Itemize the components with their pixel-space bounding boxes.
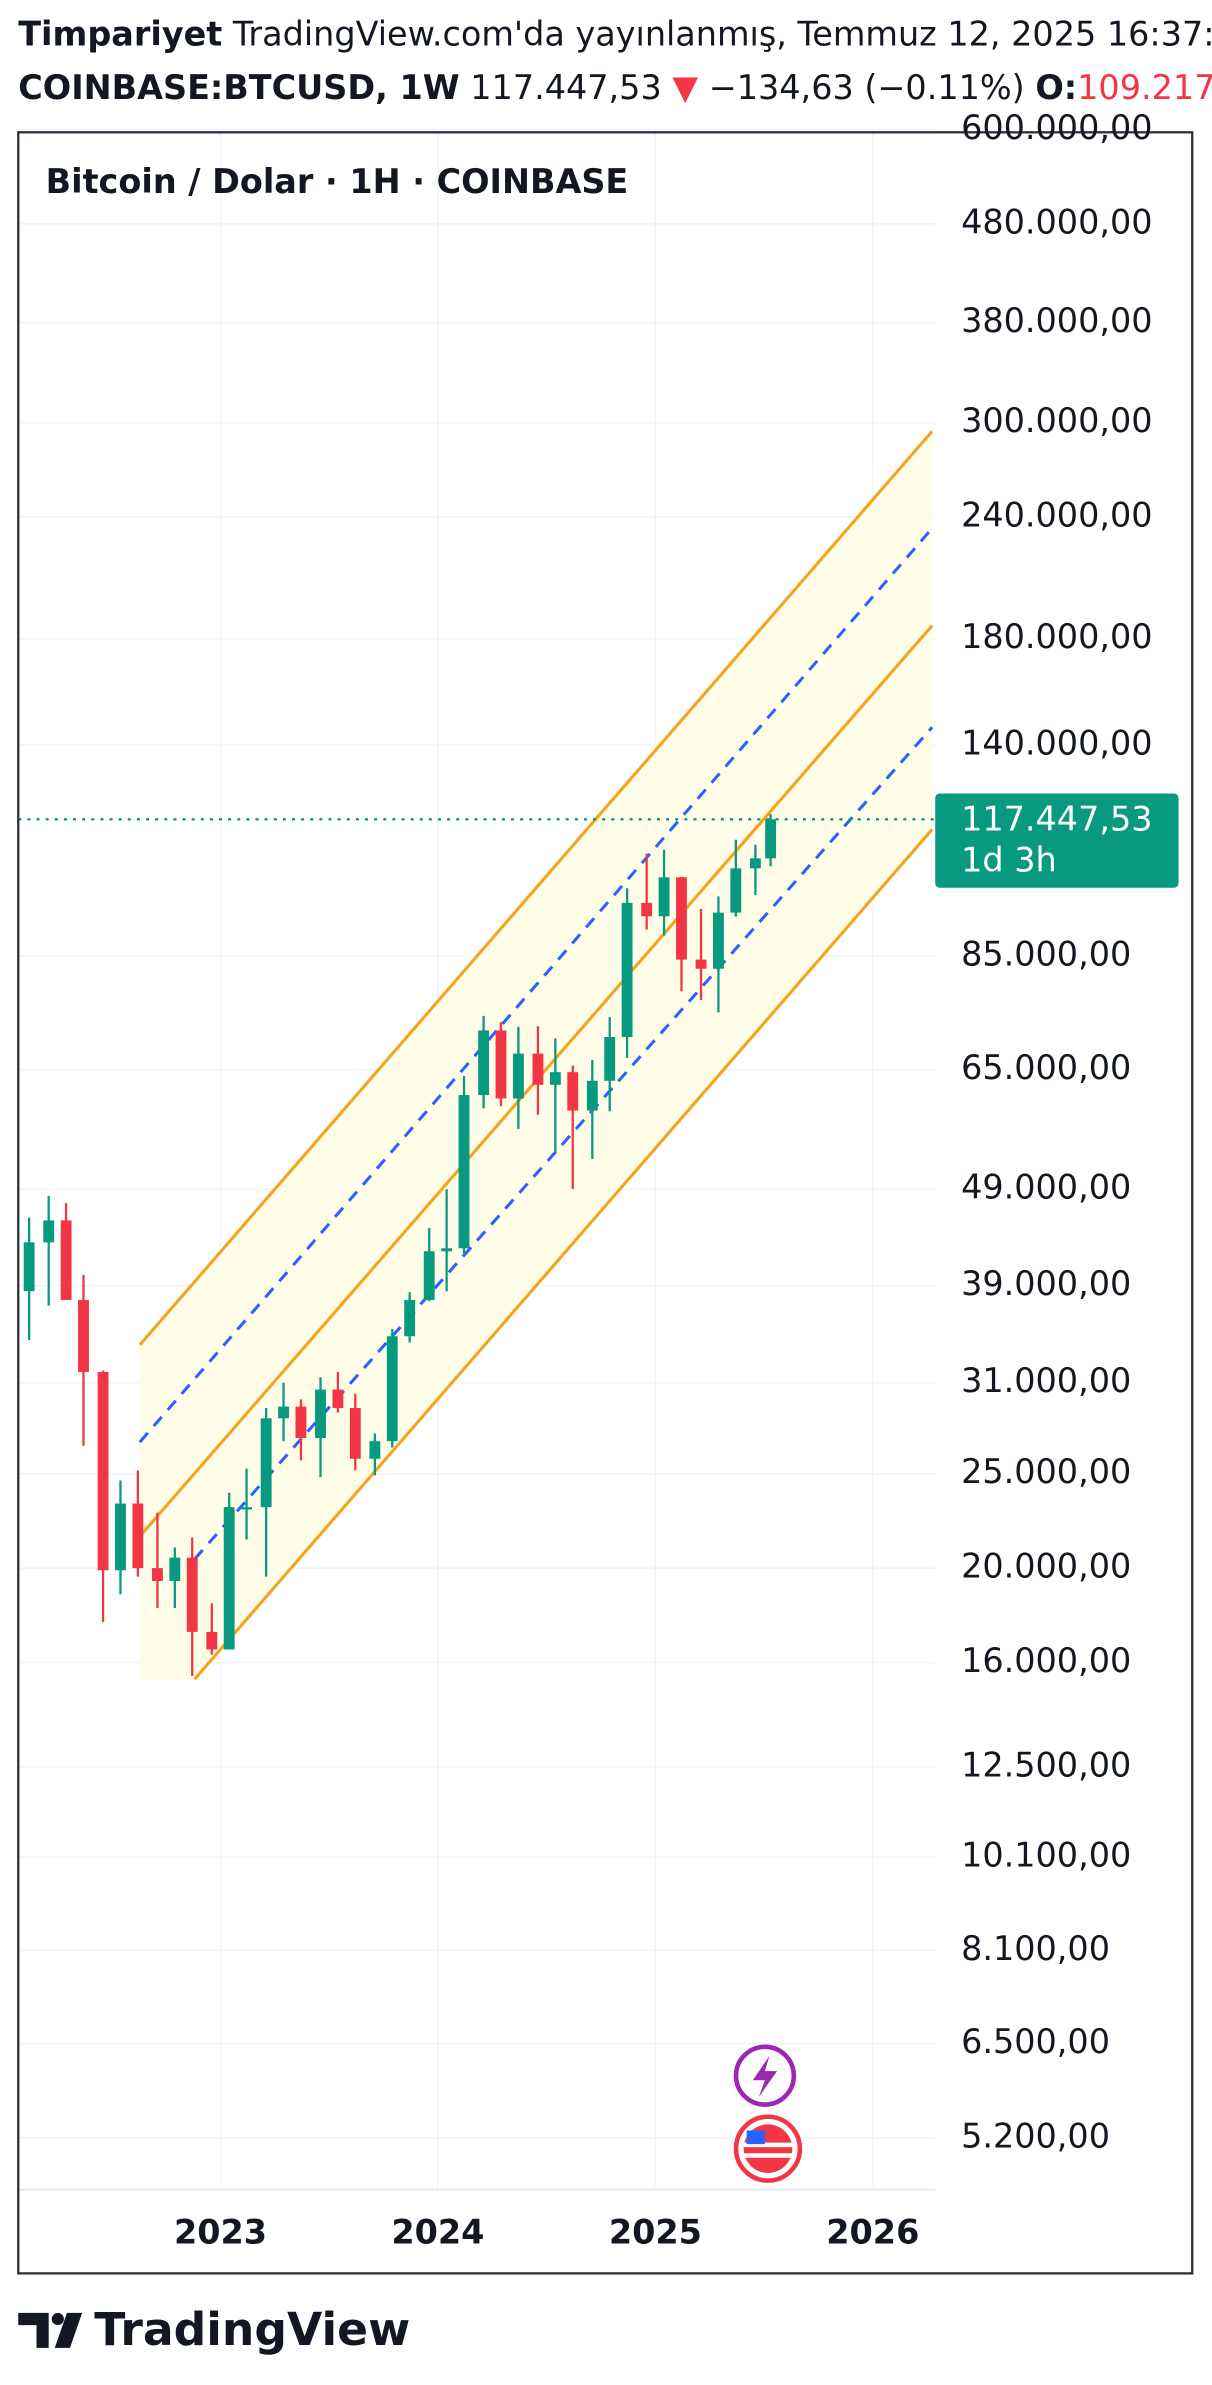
candle-body [423, 1251, 435, 1300]
y-tick-label: 10.100,00 [961, 1836, 1131, 1875]
candle-body [132, 1503, 144, 1569]
candle-body [369, 1441, 381, 1459]
candle-body [278, 1406, 289, 1419]
economic-event-icon[interactable] [733, 2114, 803, 2183]
y-tick-label: 600.000,00 [961, 108, 1152, 147]
candle-body [458, 1095, 470, 1249]
candle-body [658, 877, 670, 917]
candle-body [621, 902, 633, 1038]
author: Timpariyet [18, 15, 222, 54]
brand-logo [18, 2312, 83, 2348]
candle-body [241, 1507, 253, 1510]
candle-body [315, 1389, 326, 1439]
y-tick-label: 240.000,00 [961, 496, 1152, 535]
header-line-1: Timpariyet TradingView.com'da yayınlanmı… [18, 15, 1212, 54]
candle-body [749, 858, 761, 869]
candle-body [532, 1053, 544, 1085]
brand: TradingView [94, 2303, 410, 2356]
candle-body [586, 1080, 598, 1111]
y-tick-label: 25.000,00 [961, 1452, 1131, 1491]
candle-body [386, 1336, 398, 1442]
price-tag-value: 117.447,53 [961, 799, 1152, 838]
candle-body [641, 902, 653, 917]
candle-body [549, 1072, 561, 1085]
candle-body [441, 1248, 453, 1252]
candle-body [260, 1418, 272, 1508]
price: 117.447,53 [470, 68, 661, 107]
candle-body [765, 819, 777, 859]
x-tick-label: 2026 [826, 2212, 919, 2251]
candle-body [206, 1631, 218, 1650]
candle-body [43, 1220, 55, 1243]
y-tick-label: 6.500,00 [961, 2022, 1110, 2061]
y-tick-label: 8.100,00 [961, 1929, 1110, 1968]
candle-body [404, 1299, 416, 1337]
symbol: COINBASE:BTCUSD, 1W [18, 68, 459, 107]
x-tick-label: 2025 [609, 2212, 702, 2251]
header-line-2: COINBASE:BTCUSD, 1W 117.447,53 ▼ −134,63… [18, 68, 1212, 107]
channel-line [138, 527, 934, 1444]
candle-body [78, 1299, 89, 1372]
candle-body [712, 912, 724, 969]
candle-body [23, 1242, 35, 1292]
y-tick-label: 20.000,00 [961, 1547, 1131, 1586]
y-tick-label: 140.000,00 [961, 724, 1152, 763]
y-tick-label: 380.000,00 [961, 301, 1152, 340]
candle-body [349, 1408, 361, 1459]
y-tick-label: 31.000,00 [961, 1361, 1131, 1400]
x-tick-label: 2024 [391, 2212, 484, 2251]
candle-body [478, 1030, 490, 1096]
candle-body [512, 1053, 524, 1099]
candle-body [115, 1503, 126, 1571]
y-tick-label: 180.000,00 [961, 617, 1152, 656]
candle-body [676, 877, 687, 960]
plot [18, 128, 936, 2191]
y-tick-label: 300.000,00 [961, 401, 1152, 440]
candle-body [223, 1507, 235, 1650]
x-tick-label: 2023 [174, 2212, 267, 2251]
published: TradingView.com'da yayınlanmış, Temmuz 1… [232, 15, 1212, 54]
price-tag [935, 793, 1179, 888]
candle-body [730, 868, 742, 913]
channel-line [193, 828, 934, 1681]
y-tick-label: 16.000,00 [961, 1641, 1131, 1680]
channel-line [138, 430, 934, 1346]
chart-frame [17, 131, 1194, 2275]
y-tick-label: 39.000,00 [961, 1264, 1131, 1303]
candle-body [332, 1389, 344, 1409]
candle-body [295, 1406, 307, 1439]
y-tick-label: 49.000,00 [961, 1168, 1131, 1207]
event-icon[interactable] [733, 2044, 797, 2107]
candle-body [695, 959, 707, 969]
candle-body [604, 1037, 616, 1081]
change-arrow: ▼ [672, 68, 698, 107]
candle-body [495, 1030, 507, 1099]
candle-body [169, 1557, 181, 1581]
candle-body [97, 1371, 109, 1571]
channel-line [193, 726, 934, 1561]
chart-title: Bitcoin / Dolar · 1H · COINBASE [46, 162, 629, 201]
price-tag-countdown: 1d 3h [961, 840, 1057, 879]
candle-body [151, 1568, 163, 1581]
change: −134,63 (−0.11%) [709, 68, 1025, 107]
candle-body [567, 1072, 579, 1111]
open-label: O: [1035, 68, 1077, 107]
y-tick-label: 480.000,00 [961, 202, 1152, 241]
y-tick-label: 5.200,00 [961, 2116, 1110, 2155]
candle-body [186, 1557, 198, 1632]
y-tick-label: 65.000,00 [961, 1048, 1131, 1087]
open-value: 109.217,9 [1077, 68, 1212, 107]
candle-body [60, 1220, 72, 1300]
y-tick-label: 12.500,00 [961, 1745, 1131, 1784]
y-tick-label: 85.000,00 [961, 935, 1131, 974]
